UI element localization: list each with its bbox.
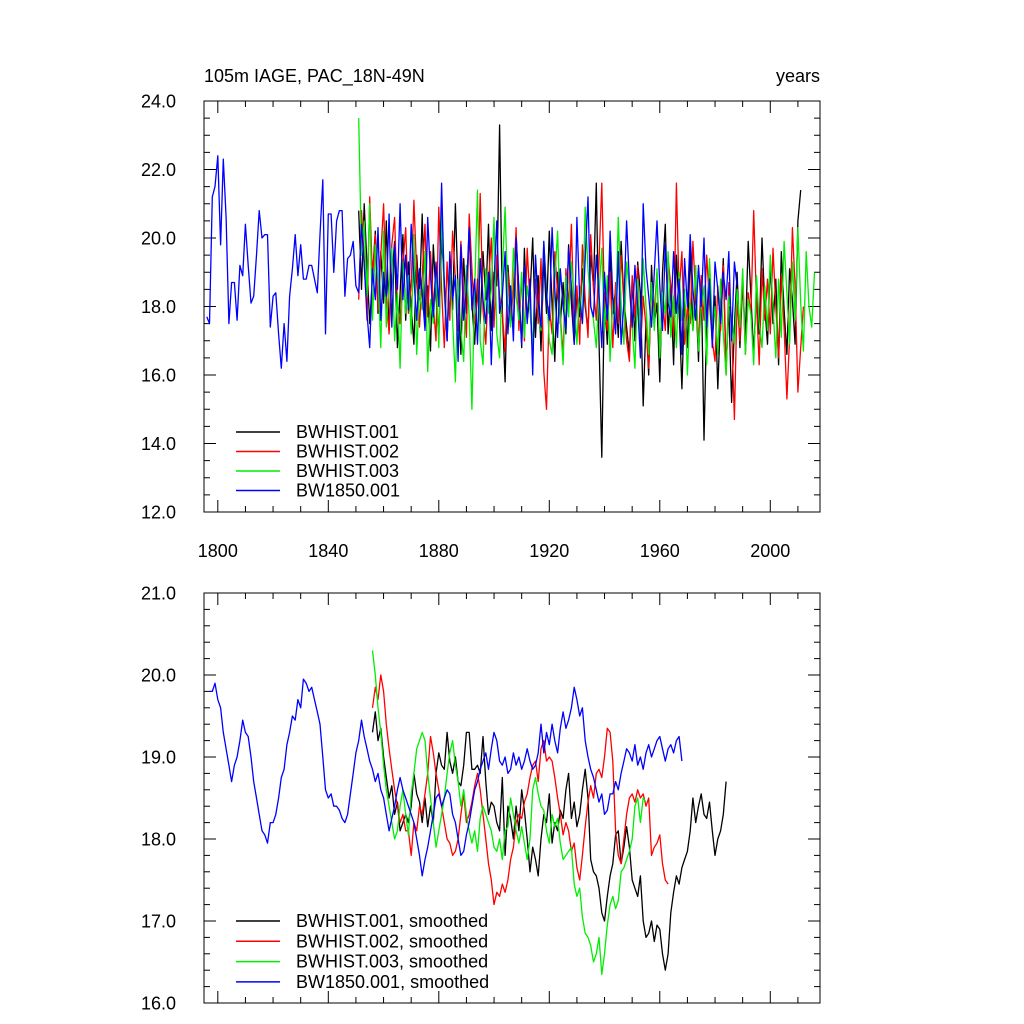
panel-top: 105m IAGE, PAC_18N-49N years 12.0 14.0 16.… [141,66,821,561]
x-tick-labels: 1800 1840 1880 1920 1960 2000 [198,541,791,561]
legend-label: BWHIST.002 [296,442,399,462]
x-tick-label: 1800 [198,541,238,561]
series-line-bwhist-002 [358,182,805,421]
series-lines [206,118,816,458]
y-tick-label: 17.0 [141,912,176,932]
plot-frame [203,100,821,513]
legend-label: BWHIST.001 [296,422,399,442]
series-line-bwhist-003-smoothed [371,650,647,975]
x-tick-label: 1960 [640,541,680,561]
x-tick-label: 2000 [750,541,790,561]
x-tick-label: 1920 [529,541,569,561]
units-label: years [776,66,820,86]
legend-label: BWHIST.003, smoothed [296,952,488,972]
y-tick-label: 18.0 [141,830,176,850]
y-tick-label: 24.0 [141,92,176,112]
x-tick-label: 1840 [308,541,348,561]
y-tick-label: 22.0 [141,160,176,180]
y-tick-label: 16.0 [141,366,176,386]
chart-title: 105m IAGE, PAC_18N-49N [204,66,425,87]
series-line-bw1850-001 [206,155,738,376]
x-tick-label: 1880 [419,541,459,561]
y-tick-label: 19.0 [141,748,176,768]
legend-label: BWHIST.003 [296,461,399,481]
y-tick-label: 14.0 [141,434,176,454]
legend-label: BW1850.001, smoothed [296,972,489,992]
y-tick-label: 20.0 [141,666,176,686]
legend-label: BWHIST.001, smoothed [296,911,488,931]
legend-label: BW1850.001 [296,481,400,501]
y-tick-labels: 16.0 17.0 18.0 19.0 20.0 21.0 [141,584,176,1014]
legend-label: BWHIST.002, smoothed [296,931,488,951]
y-tick-label: 20.0 [141,229,176,249]
y-tick-label: 21.0 [141,584,176,604]
series-line-bwhist-002-smoothed [371,674,669,906]
y-tick-labels: 12.0 14.0 16.0 18.0 20.0 22.0 24.0 [141,92,176,523]
y-tick-label: 12.0 [141,503,176,523]
series-lines [209,650,727,975]
series-line-bw1850-001-smoothed [209,678,683,877]
plot-frame [203,592,821,1004]
y-tick-label: 18.0 [141,297,176,317]
y-tick-label: 16.0 [141,994,176,1014]
panel-bottom: 16.0 17.0 18.0 19.0 20.0 21.0 BWHIST.001, smo… [141,584,821,1014]
